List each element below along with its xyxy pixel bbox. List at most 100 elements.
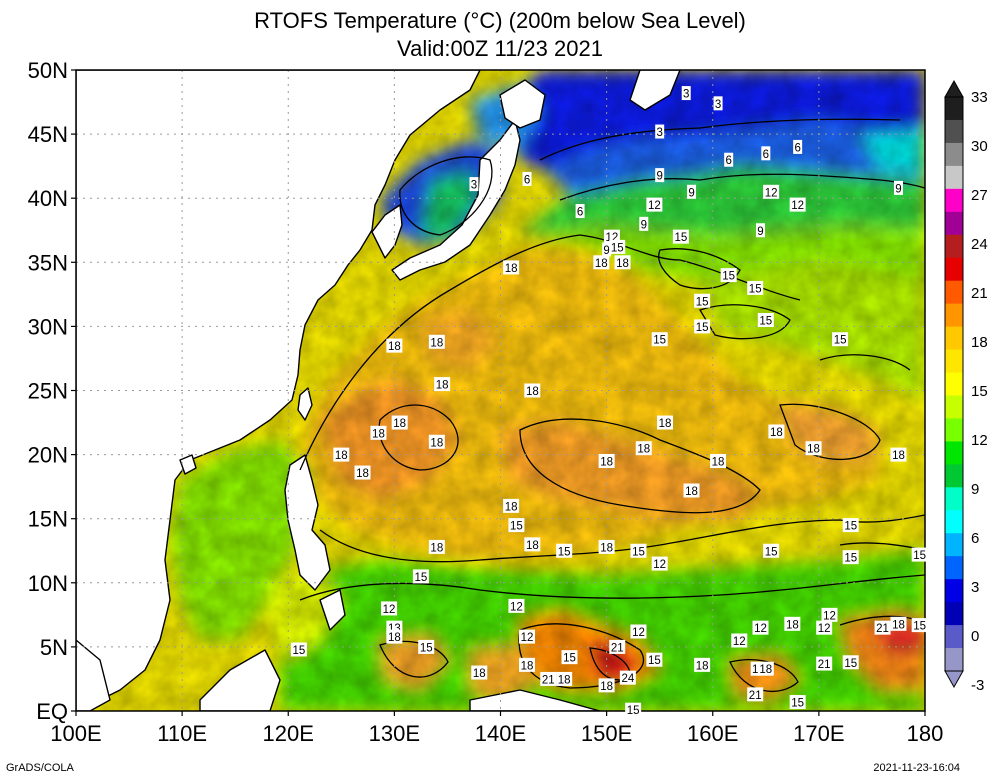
colorbar-segment <box>945 648 963 672</box>
colorbar-segment <box>945 188 963 213</box>
contour-label: 18 <box>890 616 907 631</box>
colorbar-label: 18 <box>971 334 988 351</box>
svg-text:18: 18 <box>505 263 518 275</box>
colorbar-segment <box>945 97 963 121</box>
svg-text:12: 12 <box>383 604 396 616</box>
svg-text:15: 15 <box>844 521 857 533</box>
contour-label: 1 <box>750 661 760 676</box>
colorbar-segment <box>945 510 963 534</box>
colorbar-label: 27 <box>971 187 988 204</box>
x-tick-label: 130E <box>369 721 420 746</box>
contour-label: 15 <box>720 268 737 283</box>
colorbar-segment <box>945 326 963 351</box>
contour-label: 18 <box>768 424 785 439</box>
svg-text:6: 6 <box>763 149 769 161</box>
svg-text:12: 12 <box>823 610 836 622</box>
latitude-tick-labels: EQ 5N 10N 15N 20N 25N 30N 35N 40N 45N 50N <box>28 58 76 724</box>
contour-label: 12 <box>789 197 806 212</box>
contour-label: 15 <box>561 650 578 665</box>
colorbar-label: 21 <box>971 285 988 302</box>
x-tick-label: 170E <box>793 721 844 746</box>
svg-text:18: 18 <box>526 386 539 398</box>
svg-text:9: 9 <box>895 183 901 195</box>
svg-text:15: 15 <box>415 572 428 584</box>
colorbar-segment <box>945 556 963 580</box>
svg-text:6: 6 <box>725 155 731 167</box>
svg-text:21: 21 <box>818 659 831 671</box>
svg-text:15: 15 <box>749 283 762 295</box>
colorbar-label: 30 <box>971 138 988 155</box>
x-tick-label: 160E <box>687 721 738 746</box>
contour-label: 15 <box>842 550 859 565</box>
svg-text:18: 18 <box>430 437 443 449</box>
contour-label: 15 <box>556 543 573 558</box>
contour-label: 15 <box>911 547 928 562</box>
svg-text:15: 15 <box>696 322 709 334</box>
svg-text:18: 18 <box>436 380 449 392</box>
contour-label: 15 <box>508 518 525 533</box>
contour-label: 18 <box>370 425 387 440</box>
svg-text:12: 12 <box>765 187 778 199</box>
svg-text:18: 18 <box>892 450 905 462</box>
svg-text:12: 12 <box>521 632 534 644</box>
colorbar-segment <box>945 625 963 649</box>
y-tick-label: 45N <box>28 122 68 147</box>
contour-label: 18 <box>614 255 631 270</box>
x-tick-label: 120E <box>263 721 314 746</box>
colorbar-segment <box>945 464 963 488</box>
svg-text:15: 15 <box>653 335 666 347</box>
contour-label: 18 <box>556 671 573 686</box>
svg-text:18: 18 <box>696 660 709 672</box>
y-tick-label: 15N <box>28 507 68 532</box>
contour-label: 15 <box>609 239 626 254</box>
y-tick-label: 35N <box>28 250 68 275</box>
contour-label: 18 <box>428 539 445 554</box>
svg-text:15: 15 <box>844 658 857 670</box>
contour-label: 18 <box>333 447 350 462</box>
contour-label: 3 <box>469 177 479 192</box>
contour-label: 15 <box>789 695 806 710</box>
contour-label: 18 <box>683 483 700 498</box>
contour-label: 18 <box>784 616 801 631</box>
svg-text:9: 9 <box>603 245 609 257</box>
contour-label: 9 <box>687 184 697 199</box>
svg-text:15: 15 <box>611 242 624 254</box>
svg-text:18: 18 <box>505 501 518 513</box>
svg-text:15: 15 <box>563 653 576 665</box>
svg-text:18: 18 <box>807 444 820 456</box>
contour-label: 18 <box>524 537 541 552</box>
colorbar-label: 0 <box>971 628 979 645</box>
svg-text:15: 15 <box>791 698 804 710</box>
svg-text:18: 18 <box>393 418 406 430</box>
contour-label: 18 <box>598 454 615 469</box>
colorbar-segment <box>945 165 963 190</box>
contour-label: 15 <box>418 639 435 654</box>
colorbar-label: 33 <box>971 89 988 106</box>
map-title: RTOFS Temperature (°C) (200m below Sea L… <box>254 8 746 33</box>
contour-label: 18 <box>428 434 445 449</box>
contour-label: 12 <box>519 629 536 644</box>
svg-text:15: 15 <box>675 232 688 244</box>
svg-text:18: 18 <box>526 540 539 552</box>
y-tick-label: 5N <box>40 635 68 660</box>
svg-text:15: 15 <box>420 642 433 654</box>
contour-label: 12 <box>752 620 769 635</box>
svg-text:18: 18 <box>473 668 486 680</box>
contour-label: 15 <box>290 642 307 657</box>
x-tick-label: 110E <box>157 721 207 746</box>
contour-label: 6 <box>724 152 734 167</box>
svg-text:18: 18 <box>786 619 799 631</box>
contour-label: 15 <box>842 655 859 670</box>
x-tick-label: 100E <box>50 721 101 746</box>
svg-text:15: 15 <box>510 521 523 533</box>
contour-label: 15 <box>842 518 859 533</box>
svg-text:12: 12 <box>818 623 831 635</box>
colorbar-segment <box>945 579 963 603</box>
contour-label: 18 <box>503 260 520 275</box>
contour-label: 6 <box>793 139 803 154</box>
svg-text:6: 6 <box>577 207 583 219</box>
colorbar-segment <box>945 257 963 282</box>
svg-text:18: 18 <box>388 632 401 644</box>
